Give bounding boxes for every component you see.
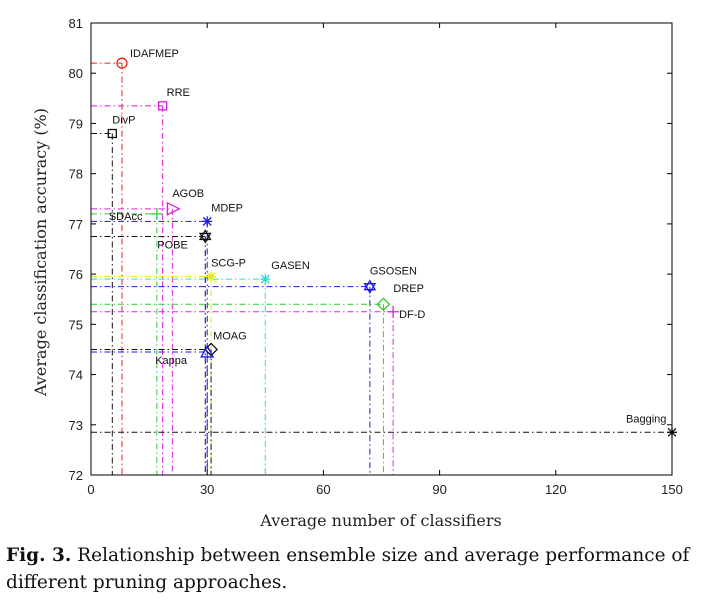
marker-drep: [376, 297, 391, 312]
caption-label: Fig. 3.: [6, 545, 72, 566]
y-tick-label: 78: [69, 167, 83, 182]
point-label-agob: AGOB: [172, 188, 204, 200]
x-tick-label: 30: [200, 482, 214, 497]
point-label-mdep: MDEP: [211, 202, 243, 214]
plot-area-background: [91, 23, 672, 475]
marker-scg-p: [206, 271, 217, 282]
marker-agob: [166, 201, 181, 216]
marker-idafmep: [116, 57, 128, 69]
point-label-df-d: DF-D: [399, 309, 425, 321]
marker-pobe: [198, 229, 212, 244]
point-label-moag: MOAG: [213, 330, 247, 342]
plot-frame: [90, 22, 673, 476]
y-tick-label: 74: [69, 368, 83, 383]
y-tick-label: 80: [69, 66, 83, 81]
y-tick-label: 72: [69, 468, 83, 483]
y-tick-label: 81: [69, 16, 83, 31]
point-label-sdacc: SDAcc: [109, 211, 143, 223]
x-tick-label: 90: [432, 482, 446, 497]
point-label-divp: DivP: [112, 114, 135, 126]
marker-gasen: [260, 274, 271, 285]
y-tick-label: 77: [69, 217, 83, 232]
marker-mdep: [202, 216, 213, 227]
point-label-drep: DREP: [393, 283, 424, 295]
x-tick-label: 120: [545, 482, 567, 497]
point-label-pobe: POBE: [157, 239, 188, 251]
x-axis-label: Average number of classifiers: [259, 511, 501, 530]
marker-df-d: [387, 305, 400, 318]
y-tick-label: 73: [69, 418, 83, 433]
point-label-gsosen: GSOSEN: [370, 266, 417, 278]
chart: 0 30 60 90 120 150 72 73 74 75 76 77 78 79 80 81 IDAFME…: [31, 16, 683, 530]
point-label-idafmep: IDAFMEP: [130, 48, 179, 60]
point-label-kappa: Kappa: [155, 355, 188, 367]
x-tick-label: 0: [87, 482, 94, 497]
marker-divp: [107, 128, 117, 139]
y-tick-label: 79: [69, 116, 83, 131]
x-tick-label: 60: [316, 482, 330, 497]
point-label-gasen: GASEN: [271, 260, 310, 272]
x-tick-label: 150: [661, 482, 683, 497]
y-axis-label: Average classification accuracy (%): [31, 108, 50, 397]
caption-text: Relationship between ensemble size and a…: [6, 545, 690, 593]
point-label-bagging: Bagging: [626, 413, 666, 425]
y-tick-label: 76: [69, 267, 83, 282]
point-label-scg-p: SCG-P: [211, 258, 246, 270]
figure-caption: Fig. 3. Relationship between ensemble si…: [6, 542, 718, 596]
marker-gsosen: [363, 279, 377, 294]
point-label-rre: RRE: [167, 87, 190, 99]
marker-sdacc: [150, 207, 163, 220]
marker-rre: [158, 101, 168, 111]
marker-kappa: [200, 344, 215, 358]
y-tick-label: 75: [69, 317, 83, 332]
